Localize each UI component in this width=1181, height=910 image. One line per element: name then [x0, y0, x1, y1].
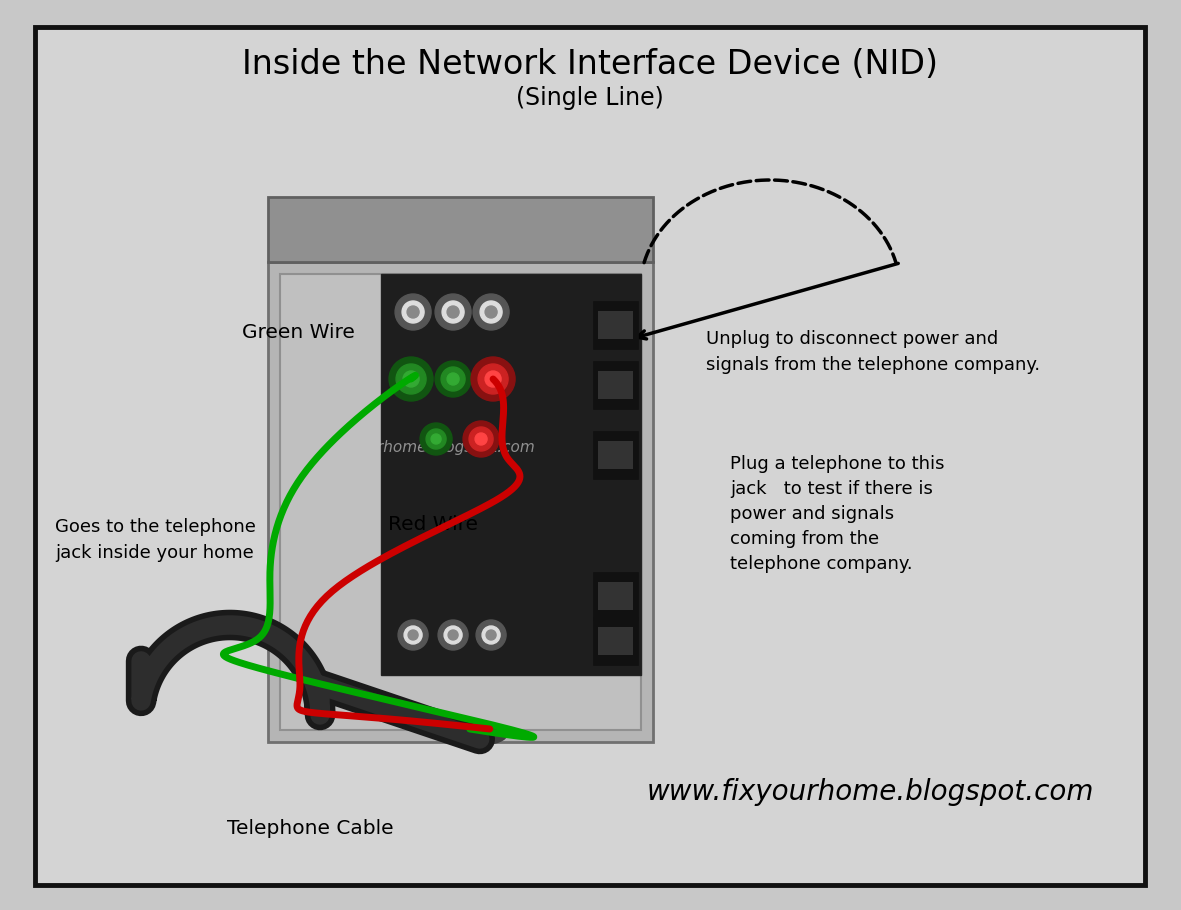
Bar	[598, 311, 633, 339]
Bar	[598, 627, 633, 655]
Circle shape	[435, 361, 471, 397]
Circle shape	[485, 306, 497, 318]
Bar	[598, 371, 633, 399]
Circle shape	[471, 357, 515, 401]
Bar	[598, 582, 633, 610]
Text: Telephone Cable: Telephone Cable	[227, 818, 393, 837]
Circle shape	[463, 421, 500, 457]
Circle shape	[396, 294, 431, 330]
Circle shape	[398, 620, 428, 650]
Circle shape	[442, 301, 464, 323]
Circle shape	[469, 427, 494, 451]
Text: Plug a telephone to this
jack   to test if there is
power and signals
coming fro: Plug a telephone to this jack to test if…	[730, 455, 945, 573]
Circle shape	[420, 423, 452, 455]
Circle shape	[409, 630, 418, 640]
Circle shape	[402, 301, 424, 323]
Text: (Single Line): (Single Line)	[516, 86, 664, 110]
Circle shape	[478, 364, 508, 394]
Circle shape	[487, 630, 496, 640]
Text: www.fixyourhome.blogspot.com: www.fixyourhome.blogspot.com	[646, 778, 1094, 806]
Bar	[268, 197, 653, 262]
Text: Unplug to disconnect power and
signals from the telephone company.: Unplug to disconnect power and signals f…	[706, 330, 1040, 373]
Text: Green Wire: Green Wire	[242, 322, 354, 341]
Circle shape	[485, 371, 501, 387]
Bar	[280, 274, 641, 730]
Bar	[381, 274, 641, 675]
Bar	[268, 262, 653, 742]
Circle shape	[426, 429, 446, 449]
Circle shape	[438, 620, 468, 650]
Circle shape	[444, 626, 462, 644]
Circle shape	[435, 294, 471, 330]
Circle shape	[403, 371, 419, 387]
Circle shape	[482, 626, 500, 644]
Text: Goes to the telephone
jack inside your home: Goes to the telephone jack inside your h…	[56, 519, 256, 561]
Circle shape	[389, 357, 433, 401]
Circle shape	[396, 364, 426, 394]
Circle shape	[407, 306, 419, 318]
Bar	[598, 441, 633, 469]
Circle shape	[474, 294, 509, 330]
Circle shape	[441, 367, 465, 391]
Text: Inside the Network Interface Device (NID): Inside the Network Interface Device (NID…	[242, 48, 938, 82]
Circle shape	[481, 301, 502, 323]
Circle shape	[448, 630, 458, 640]
Bar	[593, 617, 638, 665]
Text: www.fixyourhome.blogspot.com: www.fixyourhome.blogspot.com	[291, 440, 536, 455]
Bar	[593, 431, 638, 479]
Circle shape	[475, 433, 487, 445]
Bar	[593, 301, 638, 349]
Circle shape	[404, 626, 422, 644]
Circle shape	[431, 434, 441, 444]
Ellipse shape	[452, 723, 508, 745]
Bar	[593, 361, 638, 409]
Circle shape	[448, 373, 459, 385]
Bar	[593, 572, 638, 620]
Text: Red Wire: Red Wire	[389, 515, 478, 534]
Circle shape	[476, 620, 507, 650]
Circle shape	[448, 306, 459, 318]
